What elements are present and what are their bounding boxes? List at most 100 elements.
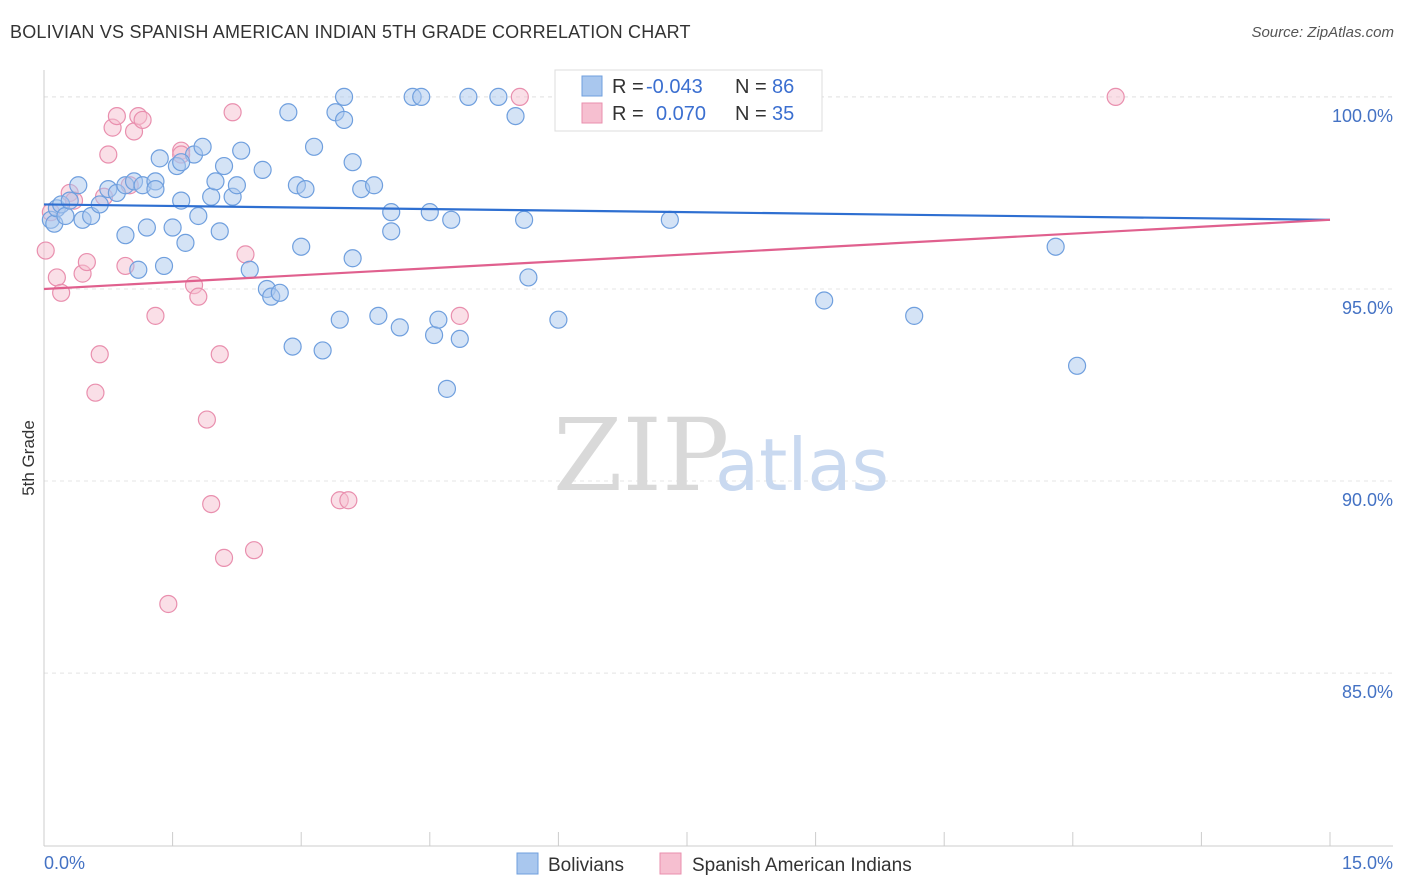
bolivians-point-61 [420, 203, 439, 222]
series-spanish-american-indians-points [36, 87, 1125, 614]
stats-legend: R = -0.043 N = 86 R = 0.070 N = 35 [554, 69, 823, 132]
bolivians-point-83 [1067, 356, 1087, 375]
spanish-american-indians-point-25 [197, 410, 216, 429]
bolivians-point-41 [283, 337, 302, 356]
legend-label-spanish-american-indians: Spanish American Indians [692, 855, 912, 876]
bolivians-point-51 [330, 310, 349, 329]
bolivians-point-46 [313, 341, 332, 360]
bolivians-point-44 [296, 179, 315, 199]
spanish-american-indians-point-29 [223, 103, 242, 122]
spanish-american-indians-trend-line [43, 218, 1331, 291]
bolivians-point-21 [163, 218, 182, 237]
spanish-american-indians-point-27 [210, 345, 229, 364]
spanish-american-indians-point-30 [236, 245, 255, 264]
bolivians-point-45 [304, 137, 324, 156]
bolivians-point-43 [292, 237, 311, 256]
bolivians-point-85 [146, 179, 165, 199]
bolivians-point-82 [1046, 237, 1065, 256]
bolivians-point-20 [154, 256, 174, 276]
watermark: ZIP atlas [553, 397, 889, 514]
bolivians-point-63 [429, 310, 448, 329]
stats-pink-r-label: R = [612, 103, 644, 125]
series-bolivians-points [41, 87, 1087, 398]
bolivians-point-62 [424, 325, 444, 345]
bolivians-point-28 [202, 187, 221, 206]
x-tick-label-15: 15.0% [1342, 853, 1393, 873]
bolivians-point-14 [116, 226, 135, 245]
spanish-american-indians-point-0 [36, 241, 55, 260]
bolivians-point-31 [214, 156, 234, 176]
spanish-american-indians-point-19 [146, 306, 165, 325]
bolivians-point-54 [364, 176, 384, 195]
watermark-atlas: atlas [715, 423, 889, 507]
spanish-american-indians-point-28 [214, 548, 234, 567]
bolivians-point-66 [450, 329, 469, 349]
stats-legend-swatch-blue [581, 75, 603, 97]
stats-legend-swatch-pink [581, 102, 603, 124]
bolivians-point-24 [176, 233, 195, 252]
bolivians-point-15 [129, 260, 148, 279]
spanish-american-indians-point-11 [99, 145, 118, 164]
bolivians-point-84 [172, 153, 191, 172]
legend-label-bolivians: Bolivians [548, 855, 624, 876]
spanish-american-indians-point-34 [450, 306, 469, 325]
spanish-american-indians-point-9 [90, 345, 109, 364]
bolivians-point-16 [137, 218, 156, 237]
spanish-american-indians-point-31 [244, 541, 264, 560]
stats-pink-n-label: N = [735, 103, 767, 125]
bolivians-point-40 [279, 103, 298, 122]
bolivians-point-33 [227, 176, 246, 195]
bolivians-point-57 [382, 222, 401, 241]
bolivians-point-76 [660, 210, 679, 229]
spanish-american-indians-point-35 [510, 87, 529, 106]
axes [43, 70, 1393, 847]
bolivians-point-58 [390, 318, 409, 337]
stats-blue-n-value: 86 [772, 76, 794, 98]
bolivians-trend-line [43, 203, 1331, 221]
y-tick-label-95: 95.0% [1342, 298, 1393, 318]
bolivians-point-19 [150, 149, 169, 168]
bolivians-point-36 [253, 160, 272, 179]
bolivians-point-52 [334, 87, 354, 106]
bolivians-point-6 [69, 176, 88, 195]
spanish-american-indians-point-13 [107, 106, 126, 126]
spanish-american-indians-point-8 [86, 383, 105, 402]
bolivians-point-72 [549, 310, 568, 329]
chart-source: Source: ZipAtlas.com [1251, 24, 1394, 41]
bolivians-point-35 [240, 260, 259, 279]
bolivians-point-70 [515, 210, 534, 229]
bolivians-point-49 [343, 153, 362, 172]
series-legend: Bolivians Spanish American Indians [516, 852, 912, 876]
spanish-american-indians-point-26 [202, 494, 221, 514]
spanish-american-indians-point-36 [1106, 87, 1125, 106]
y-tick-label-90: 90.0% [1342, 490, 1393, 510]
spanish-american-indians-point-20 [159, 594, 178, 614]
stats-blue-r-value: -0.043 [646, 76, 703, 98]
spanish-american-indians-point-2 [47, 268, 66, 287]
bolivians-point-27 [193, 137, 212, 156]
y-axis-title: 5th Grade [19, 420, 38, 496]
legend-swatch-bolivians [516, 852, 539, 875]
bolivians-point-56 [382, 203, 401, 222]
bolivians-point-64 [437, 379, 457, 398]
bolivians-point-69 [506, 106, 525, 126]
stats-blue-n-label: N = [735, 76, 767, 98]
bolivians-point-29 [206, 172, 225, 191]
bolivians-point-65 [442, 210, 461, 229]
bolivians-point-34 [232, 141, 251, 160]
y-tick-label-100: 100.0% [1332, 106, 1393, 126]
bolivians-point-4 [56, 206, 75, 226]
bolivians-point-30 [210, 222, 229, 241]
bolivians-point-55 [369, 306, 388, 325]
x-tick-label-0: 0.0% [44, 853, 85, 873]
stats-pink-r-value: 0.070 [656, 103, 706, 125]
bolivians-point-50 [343, 249, 362, 268]
spanish-american-indians-point-24 [189, 287, 208, 306]
chart-title: BOLIVIAN VS SPANISH AMERICAN INDIAN 5TH … [10, 22, 691, 42]
spanish-american-indians-point-18 [133, 110, 152, 130]
spanish-american-indians-point-33 [339, 491, 358, 510]
bolivians-point-5 [60, 191, 79, 210]
stats-pink-n-value: 35 [772, 103, 794, 125]
bolivians-point-68 [489, 87, 508, 106]
